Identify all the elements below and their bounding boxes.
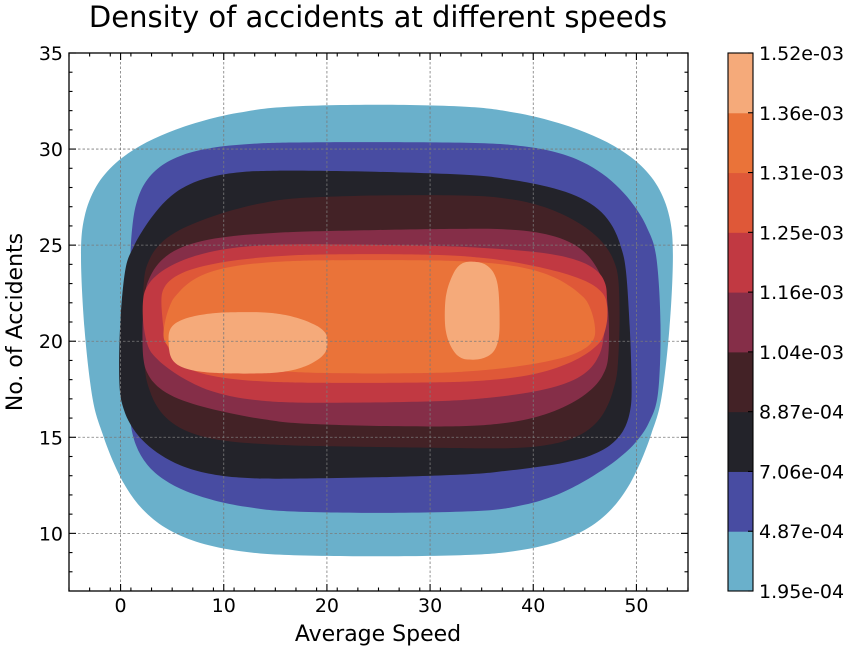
colorbar-segment [728, 351, 753, 413]
y-axis-title: No. of Accidents [3, 233, 28, 411]
colorbar-label: 1.31e-03 [759, 163, 844, 185]
y-tick-label: 15 [39, 427, 63, 449]
colorbar-label: 1.52e-03 [759, 43, 844, 65]
colorbar-segment [728, 172, 753, 233]
colorbar-segment [728, 471, 753, 532]
y-tick-label: 20 [39, 331, 63, 353]
colorbar-label: 7.06e-04 [759, 461, 844, 483]
colorbar-label: 1.25e-03 [759, 222, 844, 244]
x-tick-label: 50 [624, 595, 648, 617]
y-tick-label: 35 [39, 43, 63, 65]
density-peak-1 [168, 312, 328, 374]
contour-bands [81, 104, 673, 557]
colorbar-label: 1.04e-03 [759, 342, 844, 364]
y-tick-label: 25 [39, 235, 63, 257]
chart-title: Density of accidents at different speeds [89, 0, 667, 34]
colorbar-frame [727, 52, 754, 592]
colorbar-segment [728, 531, 753, 592]
colorbar-segment [728, 53, 753, 114]
colorbar-label: 8.87e-04 [759, 402, 844, 424]
plot-axes: 0 10 20 30 40 50 10 15 20 25 30 35 [39, 43, 689, 617]
x-axis-title: Average Speed [295, 622, 461, 647]
x-tick-label: 30 [418, 595, 442, 617]
colorbar-label: 1.95e-04 [759, 581, 844, 603]
colorbar: 1.95e-04 4.87e-04 7.06e-04 8.87e-04 1.04e-03… [727, 43, 844, 603]
x-tick-label: 10 [212, 595, 236, 617]
x-tick-label: 20 [315, 595, 339, 617]
y-tick-label: 30 [39, 139, 63, 161]
colorbar-label: 4.87e-04 [759, 521, 844, 543]
y-tick-label: 10 [39, 523, 63, 545]
colorbar-segment [728, 411, 753, 472]
colorbar-segment [728, 112, 753, 174]
colorbar-segment [728, 292, 753, 353]
x-tick-label: 0 [115, 595, 127, 617]
colorbar-label: 1.36e-03 [759, 103, 844, 125]
colorbar-segment [728, 232, 753, 293]
colorbar-label: 1.16e-03 [759, 282, 844, 304]
x-tick-label: 40 [521, 595, 545, 617]
density-peak-2 [444, 261, 500, 360]
